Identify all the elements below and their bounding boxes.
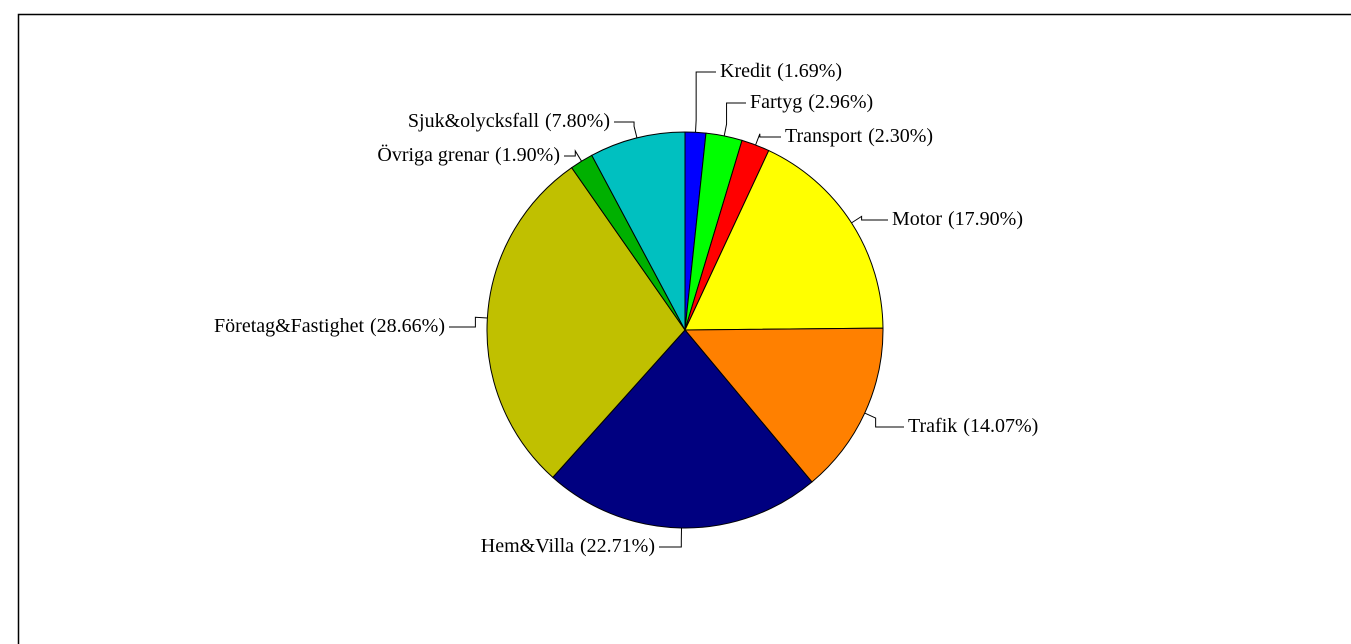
leader-line: [659, 527, 683, 548]
leader-line: [864, 412, 904, 428]
slice-label: Fartyg (2.96%): [750, 91, 873, 113]
pie-slice: [683, 327, 884, 483]
pie-slice: [591, 131, 686, 331]
slice-name: Hem&Villa: [481, 535, 574, 557]
slice-name: Fartyg: [750, 91, 802, 113]
slice-label: Kredit (1.69%): [720, 60, 842, 82]
slice-name: Kredit: [720, 60, 772, 82]
leader-line: [614, 121, 638, 139]
leader-line: [755, 133, 781, 146]
slice-value: (1.90%): [495, 144, 560, 166]
slice-label: Hem&Villa (22.71%): [481, 535, 655, 557]
leader-line: [723, 102, 746, 137]
slice-label: Motor (17.90%): [892, 208, 1023, 230]
leader-line: [851, 215, 888, 224]
leader-line: [695, 71, 716, 133]
pie-slice: [684, 149, 884, 331]
slice-label: Sjuk&olycksfall (7.80%): [408, 110, 610, 132]
leader-line: [564, 149, 582, 162]
pie-slice: [552, 329, 813, 529]
leader-line: [449, 316, 488, 328]
slice-label: Transport (2.30%): [785, 125, 933, 147]
slice-value: (7.80%): [545, 110, 610, 132]
slice-name: Övriga grenar: [377, 143, 489, 166]
slice-name: Företag&Fastighet: [214, 315, 364, 337]
slice-name: Sjuk&olycksfall: [408, 110, 540, 132]
slice-value: (17.90%): [948, 208, 1023, 230]
pie-slice: [486, 166, 686, 479]
slice-value: (14.07%): [963, 415, 1038, 437]
slice-value: (22.71%): [580, 535, 655, 557]
slice-label: Trafik (14.07%): [908, 415, 1038, 437]
slice-label: Övriga grenar (1.90%): [377, 143, 560, 166]
slice-name: Trafik: [908, 415, 957, 437]
slice-value: (28.66%): [370, 315, 445, 337]
slice-value: (1.69%): [777, 60, 842, 82]
slice-name: Transport: [785, 125, 862, 147]
slice-value: (2.30%): [868, 125, 933, 147]
slice-value: (2.96%): [808, 91, 873, 113]
slice-label: Företag&Fastighet (28.66%): [214, 315, 445, 337]
slice-name: Motor: [892, 208, 942, 230]
